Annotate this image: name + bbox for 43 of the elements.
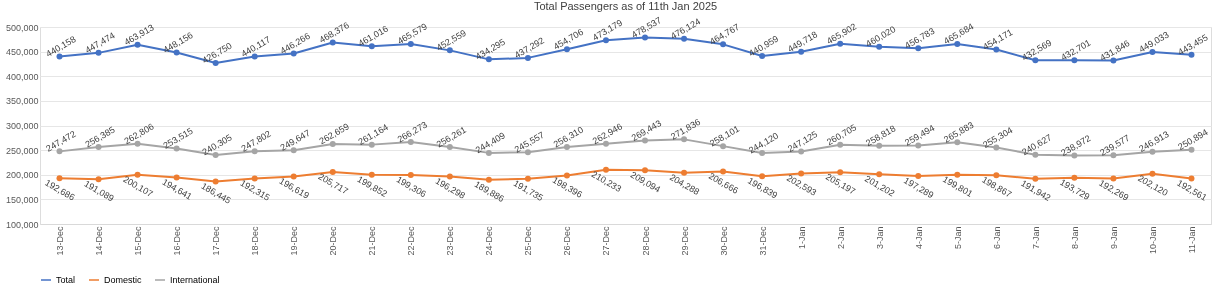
x-tick-label: 23-Dec xyxy=(445,226,456,256)
x-tick-label: 17-Dec xyxy=(211,226,222,256)
x-tick-label: 14-Dec xyxy=(94,226,105,256)
x-tick-label: 18-Dec xyxy=(250,226,261,256)
x-tick-label: 13-Dec xyxy=(55,226,66,256)
legend-label: Domestic xyxy=(104,275,143,285)
x-tick-label: 19-Dec xyxy=(289,226,300,256)
x-tick-label: 16-Dec xyxy=(172,226,183,256)
legend-label: International xyxy=(170,275,220,285)
x-tick-label: 26-Dec xyxy=(562,226,573,256)
y-tick-label: 150,000 xyxy=(5,194,39,205)
x-tick-label: 5-Jan xyxy=(952,226,963,250)
legend-label: Total xyxy=(56,275,76,285)
x-tick-label: 28-Dec xyxy=(640,226,651,256)
x-tick-label: 30-Dec xyxy=(718,226,729,256)
x-tick-label: 2-Jan xyxy=(835,226,846,250)
x-tick-label: 10-Jan xyxy=(1147,226,1158,255)
y-tick-label: 500,000 xyxy=(5,22,39,33)
x-tick-label: 3-Jan xyxy=(874,226,885,250)
y-tick-label: 200,000 xyxy=(5,170,39,181)
x-tick-label: 22-Dec xyxy=(406,226,417,256)
y-tick-label: 450,000 xyxy=(5,47,39,58)
x-tick-label: 21-Dec xyxy=(367,226,378,256)
x-tick-label: 15-Dec xyxy=(133,226,144,256)
x-tick-label: 29-Dec xyxy=(679,226,690,256)
chart-title: Total Passengers as of 11th Jan 2025 xyxy=(533,0,718,12)
x-tick-label: 25-Dec xyxy=(523,226,534,256)
x-tick-label: 7-Jan xyxy=(1030,226,1041,250)
x-tick-label: 24-Dec xyxy=(484,226,495,256)
x-tick-label: 1-Jan xyxy=(796,226,807,250)
y-tick-label: 100,000 xyxy=(5,219,39,230)
x-tick-label: 31-Dec xyxy=(757,226,768,256)
x-tick-label: 8-Jan xyxy=(1069,226,1080,250)
y-tick-label: 350,000 xyxy=(5,96,39,107)
x-tick-label: 4-Jan xyxy=(913,226,924,250)
y-tick-label: 300,000 xyxy=(5,121,39,131)
y-tick-label: 400,000 xyxy=(5,71,39,82)
x-tick-label: 11-Jan xyxy=(1186,226,1197,254)
x-tick-label: 27-Dec xyxy=(601,226,612,256)
y-tick-label: 250,000 xyxy=(5,145,39,156)
x-tick-label: 6-Jan xyxy=(991,226,1002,250)
x-tick-label: 9-Jan xyxy=(1108,226,1119,250)
x-tick-label: 20-Dec xyxy=(328,226,339,256)
